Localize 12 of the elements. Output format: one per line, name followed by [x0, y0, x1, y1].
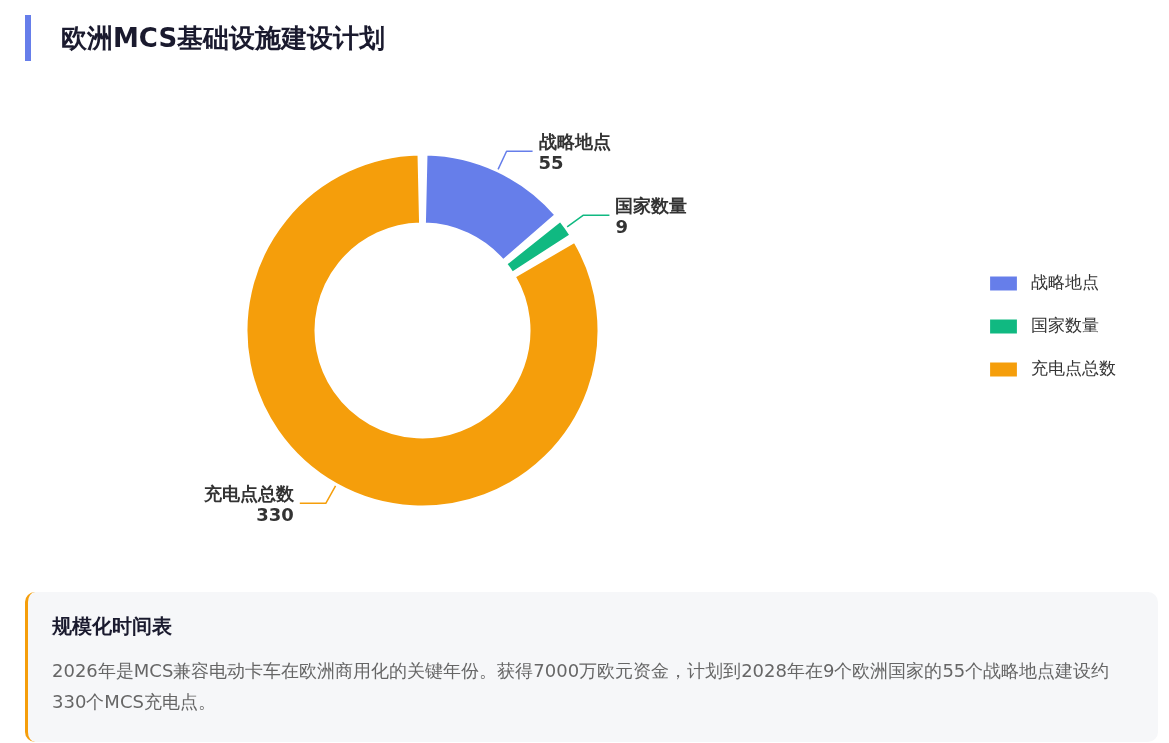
- text: 2026年是MCS兼容电动卡车在欧洲商用化的关键年份。获得7000万欧元资金，计划到2028年在9个欧洲国家的55个战略地点建设约330个MCS充电点。: [52, 658, 1111, 715]
- slice-label: 国家数量: [615, 194, 688, 216]
- data-label: 330: [256, 503, 294, 525]
- legend-label: 国家数量: [1031, 314, 1099, 337]
- legend-label: 战略地点: [1031, 271, 1099, 294]
- data-label: 55: [538, 151, 564, 173]
- chart-title: 欧洲MCS基础设施建设计划: [25, 15, 386, 61]
- slice-label: 战略地点: [538, 130, 611, 152]
- slice-label: 充电点总数: [202, 482, 295, 504]
- data-label: 9: [615, 215, 628, 237]
- text: 规模化时间表: [52, 613, 173, 640]
- legend-label: 充电点总数: [1031, 357, 1116, 380]
